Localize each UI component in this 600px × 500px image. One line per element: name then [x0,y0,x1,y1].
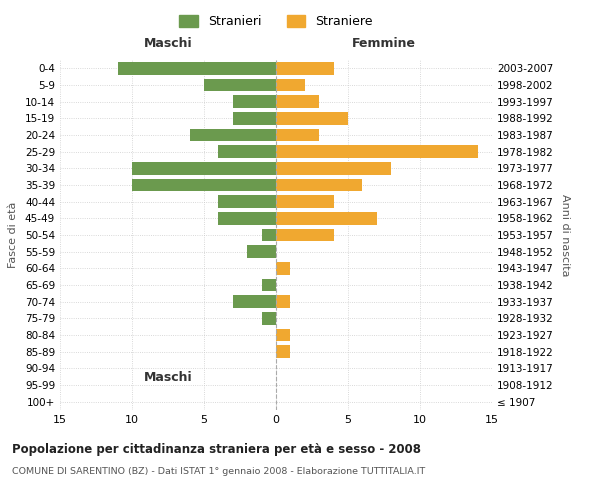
Bar [276,179,362,192]
Bar [276,229,334,241]
Text: Femmine: Femmine [352,36,416,50]
Bar [276,62,334,74]
Bar [276,146,478,158]
Bar [276,329,290,341]
Bar [276,112,348,124]
Bar [262,312,276,324]
Text: Maschi: Maschi [143,36,193,50]
Bar [233,96,276,108]
Bar [233,112,276,124]
Bar [118,62,276,74]
Bar [132,179,276,192]
Text: Maschi: Maschi [143,372,193,384]
Bar [276,296,290,308]
Bar [276,96,319,108]
Bar [276,79,305,92]
Bar [218,146,276,158]
Legend: Stranieri, Straniere: Stranieri, Straniere [174,10,378,34]
Bar [204,79,276,92]
Bar [262,279,276,291]
Y-axis label: Anni di nascita: Anni di nascita [560,194,570,276]
Bar [276,196,334,208]
Bar [190,129,276,141]
Bar [276,346,290,358]
Bar [218,212,276,224]
Bar [276,212,377,224]
Bar [247,246,276,258]
Bar [276,129,319,141]
Y-axis label: Fasce di età: Fasce di età [8,202,18,268]
Bar [132,162,276,174]
Bar [276,262,290,274]
Text: COMUNE DI SARENTINO (BZ) - Dati ISTAT 1° gennaio 2008 - Elaborazione TUTTITALIA.: COMUNE DI SARENTINO (BZ) - Dati ISTAT 1°… [12,468,425,476]
Bar [218,196,276,208]
Text: Popolazione per cittadinanza straniera per età e sesso - 2008: Popolazione per cittadinanza straniera p… [12,442,421,456]
Bar [262,229,276,241]
Bar [233,296,276,308]
Bar [276,162,391,174]
